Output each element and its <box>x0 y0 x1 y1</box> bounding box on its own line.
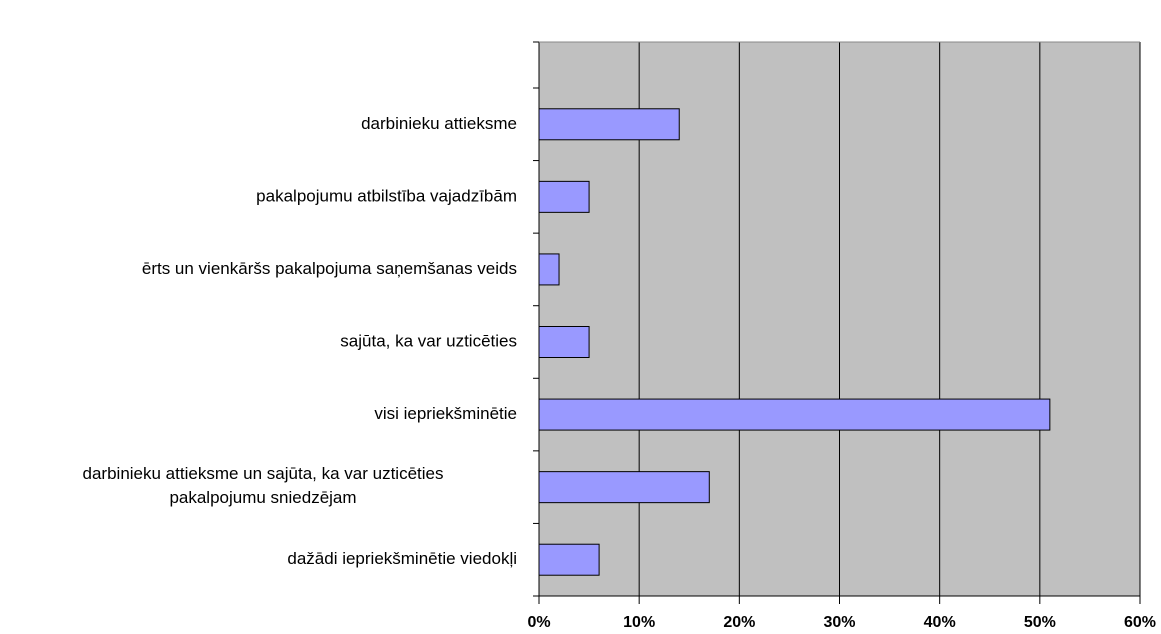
y-tick-label: ērts un vienkāršs pakalpojuma saņemšanas… <box>142 259 517 278</box>
x-tick-label: 60% <box>1124 614 1156 631</box>
x-tick-label: 30% <box>823 614 855 631</box>
x-tick-label: 50% <box>1024 614 1056 631</box>
x-tick-label: 10% <box>623 614 655 631</box>
bar <box>538 108 680 141</box>
y-tick-label: darbinieku attieksme <box>361 114 517 133</box>
bar <box>538 471 710 504</box>
y-tick-label-line: pakalpojumu sniedzējam <box>169 489 356 508</box>
x-tick-label: 40% <box>924 614 956 631</box>
bar <box>538 253 560 286</box>
bar <box>538 326 590 358</box>
y-tick-label: sajūta, ka var uzticēties <box>340 331 517 350</box>
bar <box>538 543 600 576</box>
bar <box>538 398 1051 431</box>
y-tick-label: dažādi iepriekšminētie viedokļi <box>287 549 517 568</box>
y-tick-label: pakalpojumu atbilstība vajadzībām <box>256 186 517 205</box>
bar <box>538 180 590 213</box>
x-tick-label: 20% <box>723 614 755 631</box>
x-tick-label: 0% <box>527 614 550 631</box>
y-tick-label: darbinieku attieksme un sajūta, ka var u… <box>83 465 444 508</box>
y-tick-label-line: darbinieku attieksme un sajūta, ka var u… <box>83 465 444 484</box>
y-tick-label: visi iepriekšminētie <box>374 404 517 423</box>
